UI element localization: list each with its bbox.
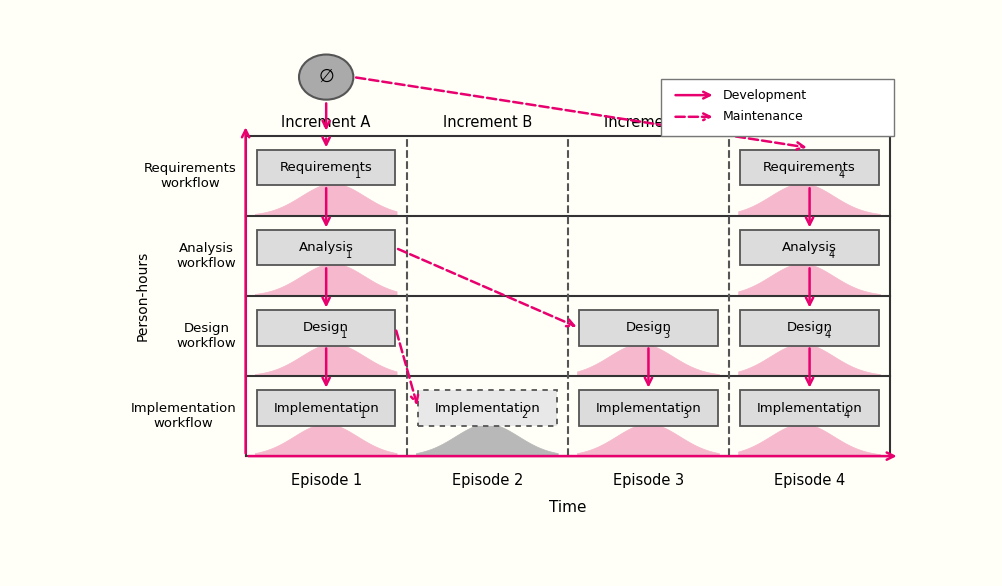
Polygon shape [256, 424, 397, 456]
Text: Time: Time [549, 500, 586, 515]
Polygon shape [738, 424, 881, 456]
Polygon shape [577, 424, 719, 456]
Polygon shape [256, 344, 397, 376]
FancyBboxPatch shape [661, 79, 894, 136]
Text: Development: Development [723, 88, 808, 101]
Text: Design: Design [304, 322, 349, 335]
Text: 4: 4 [829, 250, 835, 260]
Ellipse shape [299, 54, 354, 100]
FancyBboxPatch shape [579, 390, 717, 425]
Text: 1: 1 [356, 170, 362, 180]
Text: Analysis
workflow: Analysis workflow [176, 242, 236, 270]
FancyBboxPatch shape [257, 150, 396, 185]
Text: Implementation: Implementation [757, 401, 863, 414]
Text: Requirements: Requirements [764, 161, 856, 174]
Text: Person-hours: Person-hours [135, 251, 149, 341]
Text: Episode 2: Episode 2 [452, 473, 523, 488]
FancyBboxPatch shape [740, 230, 879, 265]
Text: 4: 4 [824, 330, 831, 340]
Text: Increment B: Increment B [443, 115, 532, 130]
FancyBboxPatch shape [579, 311, 717, 346]
Text: Requirements: Requirements [280, 161, 373, 174]
Text: Analysis: Analysis [299, 241, 354, 254]
FancyBboxPatch shape [418, 390, 556, 425]
FancyBboxPatch shape [740, 150, 879, 185]
FancyBboxPatch shape [740, 311, 879, 346]
Text: Episode 1: Episode 1 [291, 473, 362, 488]
Text: Increment A: Increment A [282, 115, 371, 130]
Text: $\varnothing$: $\varnothing$ [318, 68, 335, 86]
Text: Episode 4: Episode 4 [774, 473, 846, 488]
Polygon shape [577, 344, 719, 376]
Text: 3: 3 [682, 410, 688, 420]
FancyBboxPatch shape [257, 311, 396, 346]
Polygon shape [738, 344, 881, 376]
Text: 4: 4 [844, 410, 850, 420]
Text: Episode 3: Episode 3 [613, 473, 684, 488]
Text: Design: Design [787, 322, 833, 335]
Polygon shape [256, 184, 397, 216]
Text: Implementation: Implementation [595, 401, 701, 414]
Text: Increment D: Increment D [765, 115, 855, 130]
Polygon shape [417, 424, 558, 456]
Text: Implementation: Implementation [274, 401, 379, 414]
Text: Requirements
workflow: Requirements workflow [143, 162, 236, 190]
Text: Increment C: Increment C [603, 115, 693, 130]
Text: Analysis: Analysis [783, 241, 837, 254]
Polygon shape [738, 264, 881, 296]
Polygon shape [256, 264, 397, 296]
Text: 1: 1 [341, 330, 347, 340]
Text: 3: 3 [663, 330, 669, 340]
Text: Design
workflow: Design workflow [176, 322, 236, 350]
FancyBboxPatch shape [257, 230, 396, 265]
Text: 1: 1 [360, 410, 366, 420]
Text: 1: 1 [346, 250, 352, 260]
Text: 4: 4 [839, 170, 845, 180]
Text: 2: 2 [521, 410, 527, 420]
Text: Implementation
workflow: Implementation workflow [130, 402, 236, 430]
Text: Implementation: Implementation [435, 401, 540, 414]
Polygon shape [738, 184, 881, 216]
FancyBboxPatch shape [257, 390, 396, 425]
Text: Maintenance: Maintenance [723, 110, 804, 123]
FancyBboxPatch shape [740, 390, 879, 425]
Text: Design: Design [625, 322, 671, 335]
